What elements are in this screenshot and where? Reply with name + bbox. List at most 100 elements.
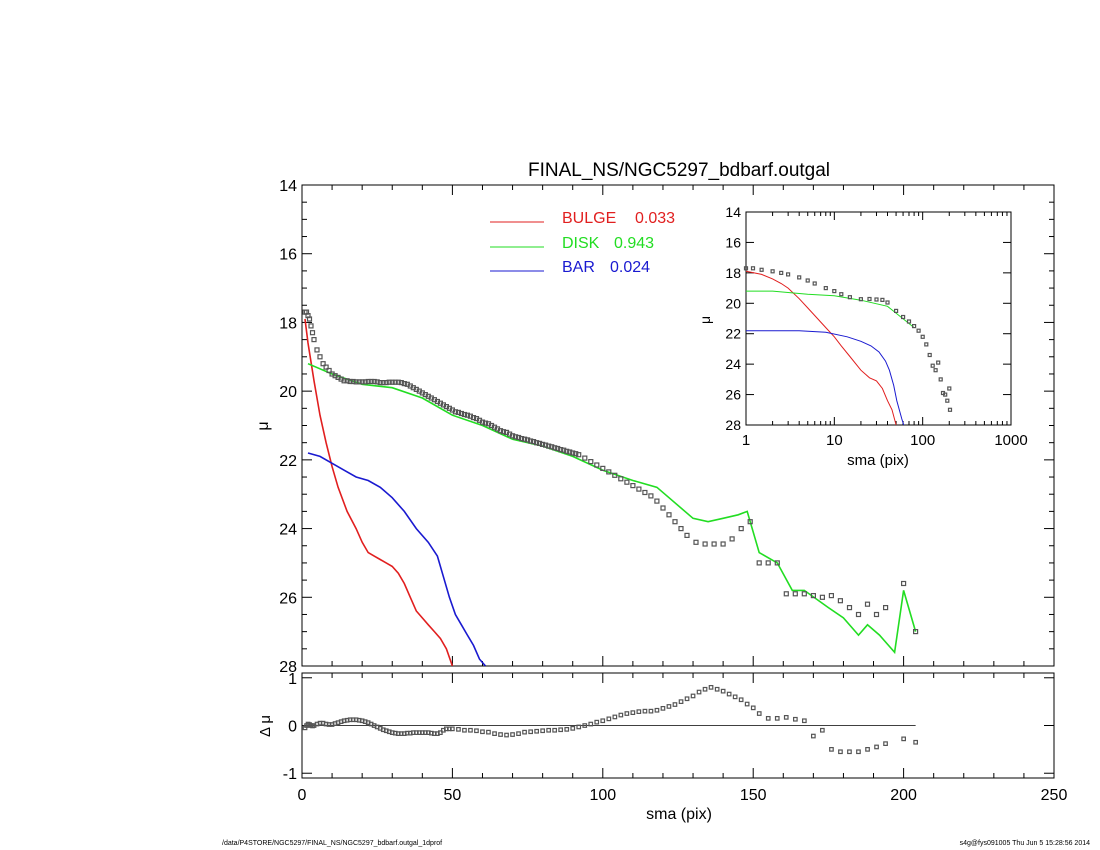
main-data-point [792,591,798,597]
main-y-axis: 14 16 18 20 22 24 26 28 [279,178,1054,676]
main-data-point [353,379,359,385]
residual-data-point [738,697,744,703]
inset-x-tick-label: 1000 [994,432,1027,449]
inset-data-point [900,314,906,320]
main-data-point [344,378,350,384]
inset-data-point [885,300,890,305]
residual-data-point [660,705,666,711]
residual-data-point [684,696,690,702]
residual-data-point [732,694,738,700]
residual-data-point [474,728,479,734]
residual-data-point [720,688,726,694]
main-panel: 14 16 18 20 22 24 26 28 μ BULGE 0.033 DISK 0.94… [255,178,1055,676]
main-data-point [377,380,383,386]
inset-y-tick-label: 16 [725,234,741,250]
residual-x-tick-label: 200 [890,787,917,804]
inset-data-point [916,328,921,333]
main-data-point [570,450,576,456]
main-series-bulge [304,318,454,666]
main-data-point [389,379,395,385]
residual-data-point [856,749,861,755]
residual-data-point [756,711,762,716]
residual-x-tick-label: 250 [1041,787,1068,804]
main-data-point [341,378,347,384]
main-data-point [309,330,316,336]
main-data-point [464,412,470,418]
inset-data-point [943,392,948,397]
residual-data-point [810,733,816,739]
residual-data-point [594,719,600,725]
main-data-point [536,440,543,446]
main-data-point [533,440,540,446]
inset-y-axis: 14 16 18 20 22 24 26 28 [725,204,1011,433]
main-data-point [756,560,762,566]
residual-data-point [462,727,467,733]
main-data-point [479,419,486,425]
residual-data-point [708,684,714,690]
main-data-point [666,512,672,518]
legend-label-bar: BAR [562,259,595,276]
inset-data-point [785,272,791,277]
main-data-point [356,379,362,385]
legend-value-bar: 0.024 [610,259,650,276]
main-data-point [702,541,708,547]
main-data-point [470,415,477,421]
residual-data-point [678,699,684,705]
inset-data-point [920,334,925,339]
main-data-point [461,411,467,418]
residual-data-point [913,739,919,745]
inset-data-point [927,352,932,358]
main-series-lines [304,318,917,666]
main-data-point [846,604,853,611]
residual-data-point [504,732,509,738]
residual-data-point [774,715,780,721]
main-data-point [828,592,835,599]
inset-data-point [874,297,879,302]
residual-data-point [456,726,461,732]
main-data-point [306,316,313,322]
residual-x-tick-label: 50 [444,787,462,804]
residual-x-axis: 0 50 100 150 200 250 [298,673,1068,804]
residual-data-point [558,727,564,733]
inset-data-point [858,297,864,302]
residual-data-point [570,725,576,731]
residual-data-point [636,709,642,715]
main-data-point [783,591,789,597]
inset-data-point [847,295,853,300]
residual-data-point [726,691,732,697]
inset-data-point [906,319,912,324]
main-data-point [549,444,555,450]
main-data-point [600,465,606,471]
residual-data-point [714,686,720,692]
residual-data-point [847,749,852,755]
main-data-point [497,428,504,434]
main-data-point [606,469,612,475]
main-data-point [386,379,392,385]
residual-y-axis: 1 0 -1 [283,671,1054,783]
main-y-tick-label: 28 [279,659,297,676]
main-data-point [362,379,368,385]
main-data-point [392,379,398,385]
residual-data-point [838,749,843,755]
inset-data-point [823,286,828,291]
residual-data-point [690,693,696,699]
footer-file-path: /data/P4STORE/NGC5297/FINAL_NS/NGC5297_b… [222,840,443,847]
residual-data-point [765,715,771,721]
residual-data-point [576,724,582,730]
inset-plot-background [746,212,1011,425]
main-data-point [314,347,320,353]
residual-data-point [819,727,825,733]
inset-y-tick-label: 24 [725,356,741,372]
residual-data-point [618,712,624,718]
main-data-point [765,560,771,566]
inset-y-tick-label: 22 [725,326,741,342]
residual-data-point [522,729,527,735]
residual-x-tick-label: 150 [740,787,767,804]
main-data-point [380,380,386,386]
main-data-point [660,505,666,511]
inset-plot-frame [745,211,1012,426]
residual-panel: 10-1 0 50 100 150 200 250 sma (pix) Δ μ [257,671,1067,823]
main-y-tick-label: 16 [279,247,297,264]
main-data-point [864,601,871,607]
